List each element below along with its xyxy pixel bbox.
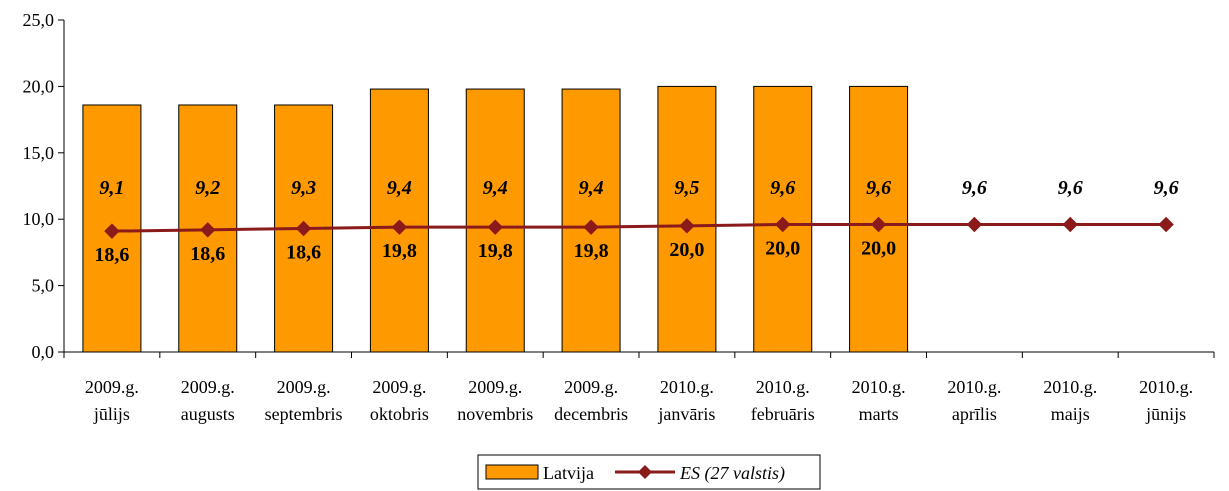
line-value-label: 9,1 [99, 177, 124, 199]
line-marker [487, 219, 503, 235]
line-marker [966, 216, 983, 233]
y-tick-label: 20,0 [23, 76, 55, 96]
x-tick-label: 2010.g. aprīlis [947, 377, 1001, 424]
x-tick-label: 2010.g. februāris [751, 377, 815, 424]
line-value-label: 9,6 [1154, 177, 1179, 199]
x-tick-label: 2009.g. oktobris [370, 377, 429, 424]
x-tick-label: 2009.g. augusts [181, 377, 235, 424]
legend-label-latvija: Latvija [543, 463, 594, 483]
data-labels: 18,6 18,6 18,6 19,8 19,8 19,8 20,0 20,0 20,0 9,1 9… [94, 177, 1178, 266]
line-value-label: 9,6 [962, 177, 987, 199]
y-tick-label: 15,0 [23, 143, 55, 163]
line-value-label: 9,5 [674, 177, 699, 199]
bar-value-label: 19,8 [478, 240, 513, 262]
x-tick-label: 2009.g. jūlijs [85, 377, 139, 424]
bar-value-label: 20,0 [861, 238, 896, 260]
line-marker [1158, 216, 1174, 233]
legend-label-es: ES (27 valstis) [679, 463, 785, 484]
chart-axes: 0,0 5,0 10,0 15,0 20,0 25,0 2009.g. jūlijs 2009.… [23, 10, 1215, 424]
x-tick-label: 2009.g. septembris [265, 377, 343, 424]
line-value-label: 9,6 [1058, 177, 1083, 199]
y-tick-label: 0,0 [32, 342, 55, 362]
line-value-label: 9,6 [866, 177, 891, 199]
series-line [111, 223, 1167, 233]
line-value-label: 9,2 [195, 177, 220, 199]
x-tick-label: 2009.g. decembris [554, 377, 628, 424]
bar [369, 88, 429, 353]
line-marker [1062, 216, 1078, 233]
bar-value-label: 20,0 [765, 238, 800, 260]
bar-value-label: 18,6 [190, 243, 225, 265]
bar-value-label: 20,0 [669, 239, 704, 261]
bar-value-label: 18,6 [286, 241, 321, 263]
line-value-label: 9,3 [291, 177, 316, 199]
x-tick-label: 2010.g. maijs [1043, 377, 1097, 424]
x-tick-label: 2010.g. marts [852, 377, 906, 424]
y-tick-label: 5,0 [32, 276, 55, 296]
line-marker [104, 223, 120, 239]
legend: Latvija ES (27 valstis) [477, 454, 821, 490]
line-marker [391, 219, 408, 235]
x-tick-label: 2010.g. janvāris [657, 377, 715, 424]
line-marker [583, 219, 599, 235]
legend-marker-es [638, 465, 652, 479]
line-series-es [104, 216, 1174, 239]
line-marker [679, 218, 695, 234]
legend-swatch-latvija [485, 464, 539, 480]
x-tick-label: 2009.g. novembris [457, 377, 533, 424]
line-marker [200, 222, 216, 238]
line-marker [870, 216, 887, 233]
bar-value-label: 19,8 [382, 240, 417, 262]
line-value-label: 9,4 [483, 177, 508, 199]
line-value-label: 9,6 [770, 177, 795, 199]
bar-value-label: 19,8 [574, 240, 609, 262]
line-marker [775, 216, 791, 233]
y-tick-label: 10,0 [23, 209, 55, 229]
x-tick-label: 2010.g. jūnijs [1139, 377, 1193, 424]
bar-value-label: 18,6 [94, 244, 129, 266]
line-value-label: 9,4 [579, 177, 604, 199]
line-marker [295, 220, 312, 237]
line-value-label: 9,4 [387, 177, 412, 199]
y-tick-label: 25,0 [23, 10, 55, 30]
